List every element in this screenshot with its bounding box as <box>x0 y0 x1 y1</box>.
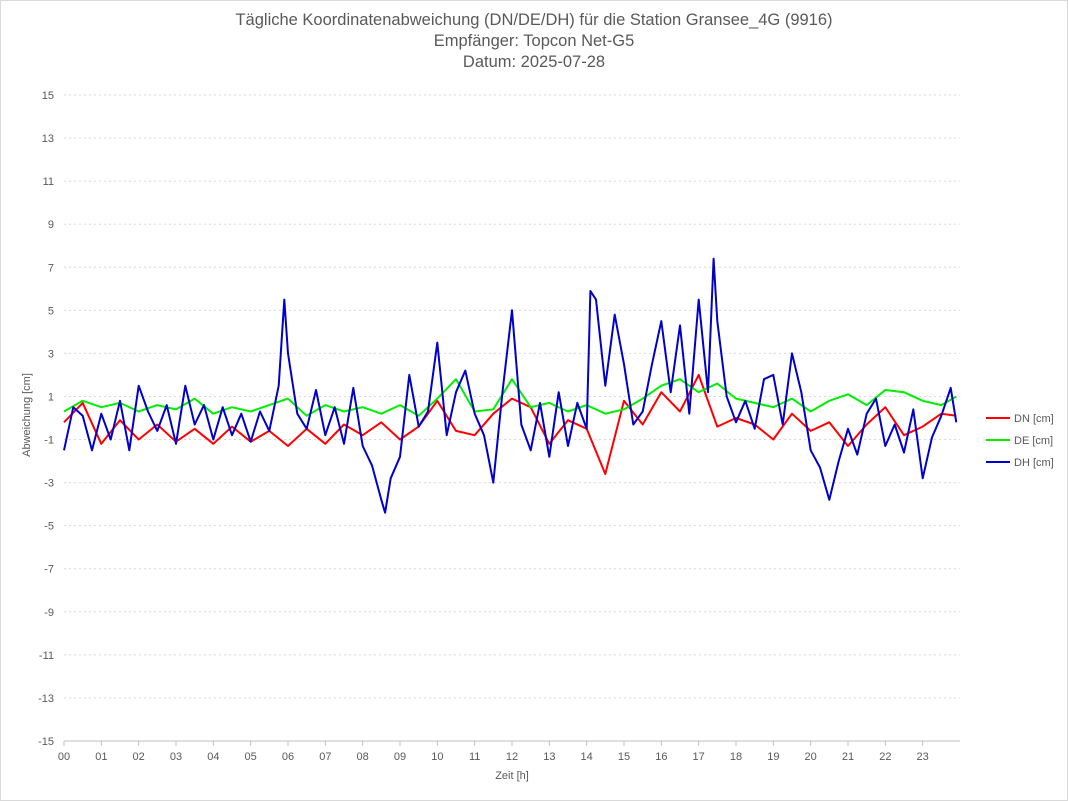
legend-label: DH [cm] <box>1014 457 1054 469</box>
y-tick-label: -15 <box>38 736 54 748</box>
chart-title-block: Tägliche Koordinatenabweichung (DN/DE/DH… <box>0 10 1068 73</box>
y-tick-label: -7 <box>44 564 54 576</box>
y-tick-label: 11 <box>43 176 54 188</box>
x-tick-label: 00 <box>58 751 70 763</box>
x-tick-label: 08 <box>357 751 369 763</box>
series-line-2 <box>63 257 958 514</box>
y-tick-label: 1 <box>48 391 54 403</box>
x-axis-title: Zeit [h] <box>495 770 529 782</box>
y-tick-label: -5 <box>44 521 54 533</box>
y-axis-title: Abweichung [cm] <box>21 373 33 457</box>
x-tick-labels: 00 01 02 03 04 05 06 07 08 09 10 11 12 13 14 15 16 17 18 19… <box>58 741 929 763</box>
series-line-1 <box>63 378 957 417</box>
y-tick-label: -3 <box>44 478 54 490</box>
x-tick-label: 14 <box>581 751 593 763</box>
chart-subtitle-date: Datum: 2025-07-28 <box>462 53 606 71</box>
x-tick-label: 21 <box>842 751 854 763</box>
legend: DN [cm] DE [cm] DH [cm] <box>986 413 1054 469</box>
legend-label: DN [cm] <box>1014 413 1054 425</box>
x-tick-label: 13 <box>543 751 555 763</box>
x-tick-label: 04 <box>207 751 219 763</box>
x-tick-label: 09 <box>394 751 406 763</box>
chart-subtitle-receiver: Empfänger: Topcon Net-G5 <box>433 32 635 50</box>
x-tick-label: 18 <box>730 751 742 763</box>
series-lines <box>63 257 958 514</box>
y-tick-label: 3 <box>48 348 54 360</box>
x-tick-label: 15 <box>618 751 630 763</box>
x-tick-label: 03 <box>170 751 182 763</box>
legend-label: DE [cm] <box>1014 435 1053 447</box>
y-tick-label: -11 <box>39 650 54 662</box>
grid-lines <box>64 94 960 699</box>
series-line-0 <box>63 373 957 475</box>
x-tick-label: 02 <box>133 751 145 763</box>
x-tick-label: 06 <box>282 751 294 763</box>
y-tick-label: 13 <box>42 133 54 145</box>
y-tick-label: 15 <box>42 90 54 102</box>
x-tick-label: 22 <box>879 751 891 763</box>
y-tick-label: 7 <box>48 262 54 274</box>
y-tick-label: -1 <box>44 435 54 447</box>
x-tick-label: 19 <box>767 751 779 763</box>
y-tick-label: 9 <box>48 219 54 231</box>
x-tick-label: 07 <box>319 751 331 763</box>
chart-title: Tägliche Koordinatenabweichung (DN/DE/DH… <box>235 11 833 29</box>
y-tick-label: -9 <box>44 607 54 619</box>
y-tick-labels: 15 13 11 9 7 5 3 1 -1 -3 -5 -7 -9 -11 -13 -15 <box>38 90 54 748</box>
x-tick-label: 05 <box>245 751 257 763</box>
x-tick-label: 20 <box>805 751 817 763</box>
x-tick-label: 12 <box>506 751 518 763</box>
y-tick-label: -13 <box>38 693 54 705</box>
x-tick-label: 10 <box>431 751 443 763</box>
x-tick-label: 23 <box>917 751 929 763</box>
x-tick-label: 01 <box>95 751 107 763</box>
x-tick-label: 17 <box>693 751 705 763</box>
y-tick-label: 5 <box>48 305 54 317</box>
x-tick-label: 16 <box>655 751 667 763</box>
x-tick-label: 11 <box>469 751 480 763</box>
